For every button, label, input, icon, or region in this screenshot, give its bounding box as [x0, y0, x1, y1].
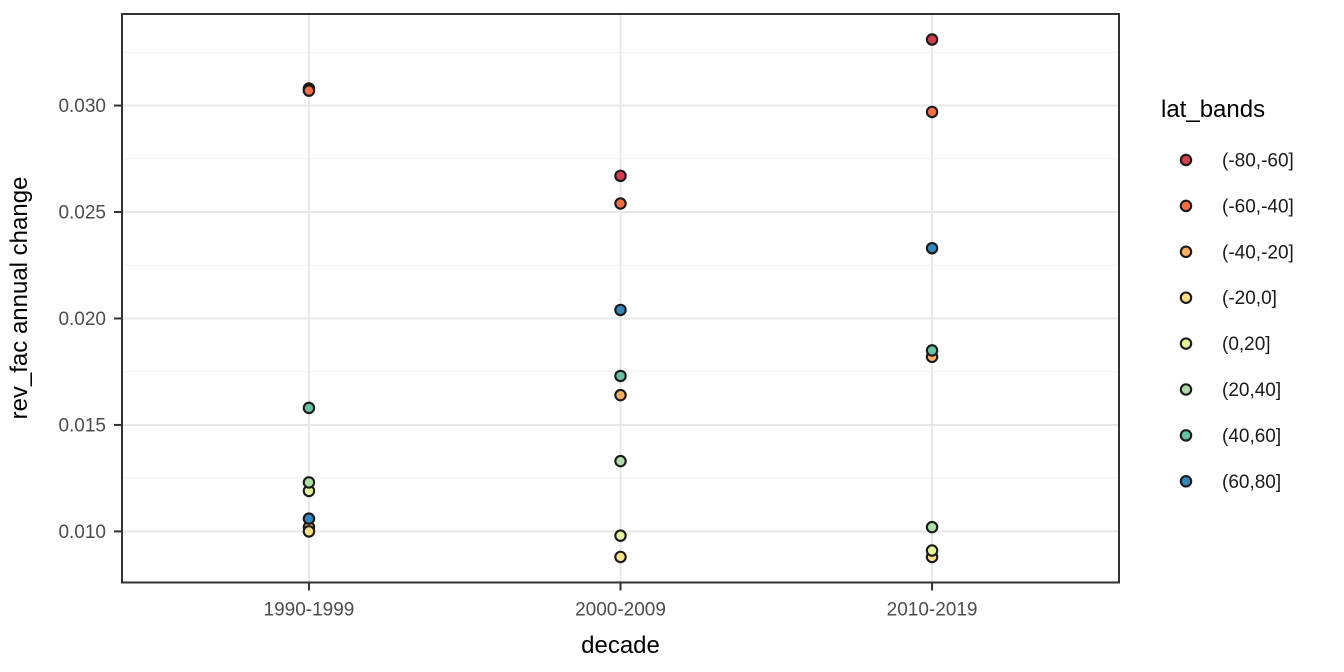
y-tick-label: 0.030	[58, 96, 106, 117]
data-point	[925, 105, 939, 119]
x-tick-label: 1990-1999	[264, 600, 355, 621]
y-axis-title: rev_fac annual change	[6, 177, 33, 420]
data-point	[925, 520, 939, 534]
data-point	[614, 454, 627, 468]
legend-key-icon	[1179, 199, 1193, 213]
data-point	[614, 550, 627, 564]
y-tick-label: 0.020	[58, 309, 106, 330]
x-axis-title: decade	[581, 632, 660, 659]
legend-item-label: (0,20]	[1222, 334, 1271, 355]
data-point	[614, 197, 627, 210]
data-point	[614, 369, 627, 383]
legend-item-label: (-40,-20]	[1222, 242, 1294, 263]
data-point	[302, 476, 316, 489]
data-point	[614, 303, 627, 317]
x-tick-label: 2000-2009	[575, 600, 666, 621]
legend-key-icon	[1179, 291, 1193, 304]
y-tick-label: 0.010	[58, 522, 106, 543]
legend-title: lat_bands	[1161, 96, 1265, 123]
data-point	[614, 529, 627, 542]
data-point	[925, 33, 939, 46]
data-point	[302, 525, 316, 538]
data-point	[925, 241, 939, 255]
data-point	[302, 84, 316, 97]
data-point	[925, 344, 939, 357]
legend-key-icon	[1179, 153, 1193, 167]
data-point	[302, 401, 316, 415]
legend-item-label: (-20,0]	[1222, 288, 1277, 309]
data-point	[614, 388, 627, 402]
data-point	[925, 544, 939, 557]
panel-border	[121, 13, 1120, 584]
legend-key-icon	[1179, 245, 1193, 259]
y-tick-label: 0.015	[58, 415, 106, 436]
data-point	[302, 512, 316, 525]
legend-item-label: (60,80]	[1222, 472, 1281, 493]
legend-key-icon	[1179, 383, 1193, 396]
legend-item-label: (40,60]	[1222, 426, 1281, 447]
legend-item-label: (-80,-60]	[1222, 151, 1294, 172]
y-tick-label: 0.025	[58, 203, 106, 224]
legend-item-label: (20,40]	[1222, 380, 1281, 401]
legend-key-icon	[1179, 337, 1193, 350]
x-tick-label: 2010-2019	[887, 600, 978, 621]
legend-key-icon	[1179, 475, 1193, 488]
legend-key-icon	[1179, 429, 1193, 442]
legend-item-label: (-60,-40]	[1222, 196, 1294, 217]
data-point	[614, 169, 627, 183]
